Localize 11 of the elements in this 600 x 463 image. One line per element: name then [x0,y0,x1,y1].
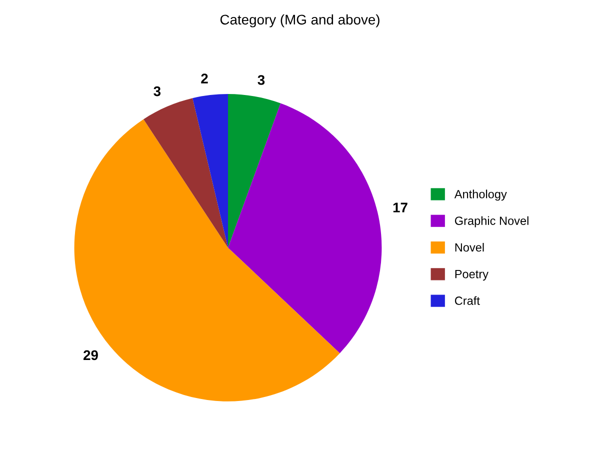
data-label: 3 [258,75,265,85]
data-label: 29 [84,350,98,360]
data-label: 3 [154,86,161,96]
chart-title: Category (MG and above) [220,14,380,28]
legend-label: Poetry [455,270,488,281]
legend-label: Craft [454,296,480,305]
data-label: 2 [201,74,208,84]
legend-label: Graphic Novel [454,216,528,228]
legend-label: Novel [455,242,484,252]
data-label: 17 [393,202,408,212]
legend-label: Anthology [454,190,507,201]
